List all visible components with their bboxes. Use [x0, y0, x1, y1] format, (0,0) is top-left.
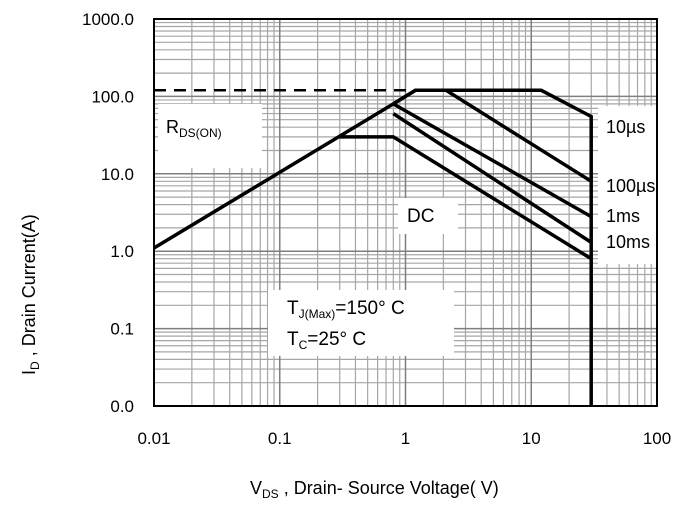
x-tick-label: 0.1 [268, 429, 292, 448]
annotation-tc: TC=25° C [287, 329, 366, 352]
series-100s [392, 88, 593, 183]
x-tick-label: 1 [401, 429, 410, 448]
y-tick-label: 100.0 [91, 87, 134, 106]
y-tick-label: 1000.0 [82, 10, 134, 29]
y-tick-label: 0.0 [110, 397, 134, 416]
series-layer [153, 88, 593, 406]
x-tick-label: 10 [522, 429, 541, 448]
y-tick-labels: 1000.0 100.0 10.0 1.0 0.1 0.0 [82, 10, 134, 416]
label-10ms: 10ms [606, 232, 650, 252]
plot-frame [153, 18, 658, 407]
label-100us: 100µs [606, 176, 655, 196]
y-tick-label: 0.1 [110, 320, 134, 339]
label-10us: 10µs [606, 117, 645, 137]
dc-box [398, 198, 458, 234]
label-1ms: 1ms [606, 206, 640, 226]
series-1ms [392, 102, 593, 219]
x-tick-label: 0.01 [137, 429, 170, 448]
y-axis-label: ID , Drain Current(A) [19, 214, 42, 375]
annotation-tj-max: TJ(Max)=150° C [287, 298, 405, 321]
y-tick-label: 10.0 [101, 165, 134, 184]
x-axis-label: VDS , Drain- Source Voltage( V) [250, 478, 499, 501]
annotation-dc: DC [407, 206, 434, 227]
series-dc [339, 135, 593, 261]
annotation-rds-on: RDS(ON) [166, 117, 222, 140]
x-tick-labels: 0.01 0.1 1 10 100 [137, 429, 671, 448]
series-10ms [392, 112, 593, 244]
x-tick-label: 100 [643, 429, 671, 448]
y-tick-label: 1.0 [110, 242, 134, 261]
series-10s [153, 88, 593, 406]
label-box [598, 106, 658, 264]
rds-box [158, 104, 262, 168]
temp-box [268, 290, 454, 356]
